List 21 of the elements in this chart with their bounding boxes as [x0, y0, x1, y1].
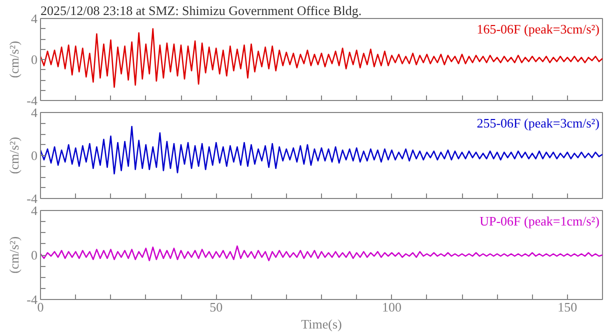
x-tick-label: 100 [382, 300, 402, 314]
y-tick-label: 4 [31, 11, 38, 26]
y-tick-label: 0 [31, 248, 38, 262]
chart-title: 2025/12/08 23:18 at SMZ: Shimizu Government Office Bldg. [40, 3, 362, 18]
y-tick-label: -4 [26, 292, 38, 307]
series-label: UP-06F (peak=1cm/s²) [480, 214, 600, 228]
line-series [40, 245, 602, 262]
y-axis-title: (cm/s²) [6, 236, 22, 274]
y-tick-label: 4 [31, 203, 38, 218]
series-label: 255-06F (peak=3cm/s²) [476, 116, 600, 130]
series-label: 165-06F (peak=3cm/s²) [476, 22, 600, 36]
y-tick-label: -4 [26, 191, 38, 206]
x-axis-title: Time(s) [301, 316, 342, 332]
y-axis-title: (cm/s²) [6, 40, 22, 78]
x-tick-label: 150 [558, 300, 578, 314]
y-axis-title: (cm/s²) [6, 136, 22, 174]
y-tick-label: -4 [26, 93, 38, 108]
y-tick-label: 0 [31, 52, 38, 67]
y-tick-label: 4 [31, 105, 38, 120]
y-tick-label: 0 [31, 148, 38, 163]
x-tick-label: 50 [210, 300, 223, 314]
